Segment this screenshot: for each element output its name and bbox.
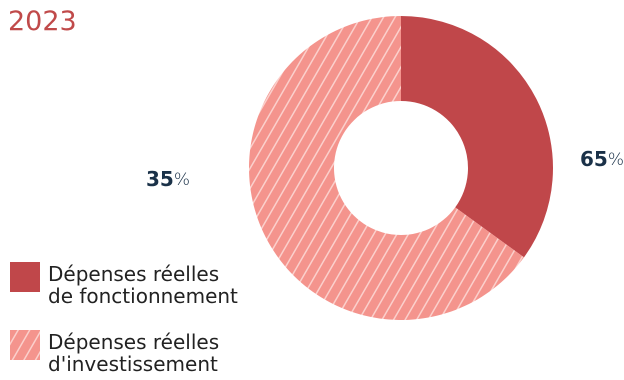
legend-swatch: [10, 262, 40, 292]
legend-label: Dépenses réelles: [48, 330, 219, 354]
legend-label: de fonctionnement: [48, 284, 238, 308]
value-label: 35%: [146, 167, 190, 191]
pie-segment: [401, 16, 553, 258]
value-number: 65: [580, 147, 608, 171]
legend-swatch: [10, 330, 40, 360]
value-number: 35: [146, 167, 174, 191]
legend-label: Dépenses réelles: [48, 262, 219, 286]
value-unit: %: [174, 170, 190, 190]
legend-label: d'investissement: [48, 352, 218, 376]
chart-title: 2023: [8, 6, 77, 37]
value-label: 65%: [580, 147, 624, 171]
pie-segment: [248, 16, 524, 320]
value-unit: %: [608, 150, 624, 170]
